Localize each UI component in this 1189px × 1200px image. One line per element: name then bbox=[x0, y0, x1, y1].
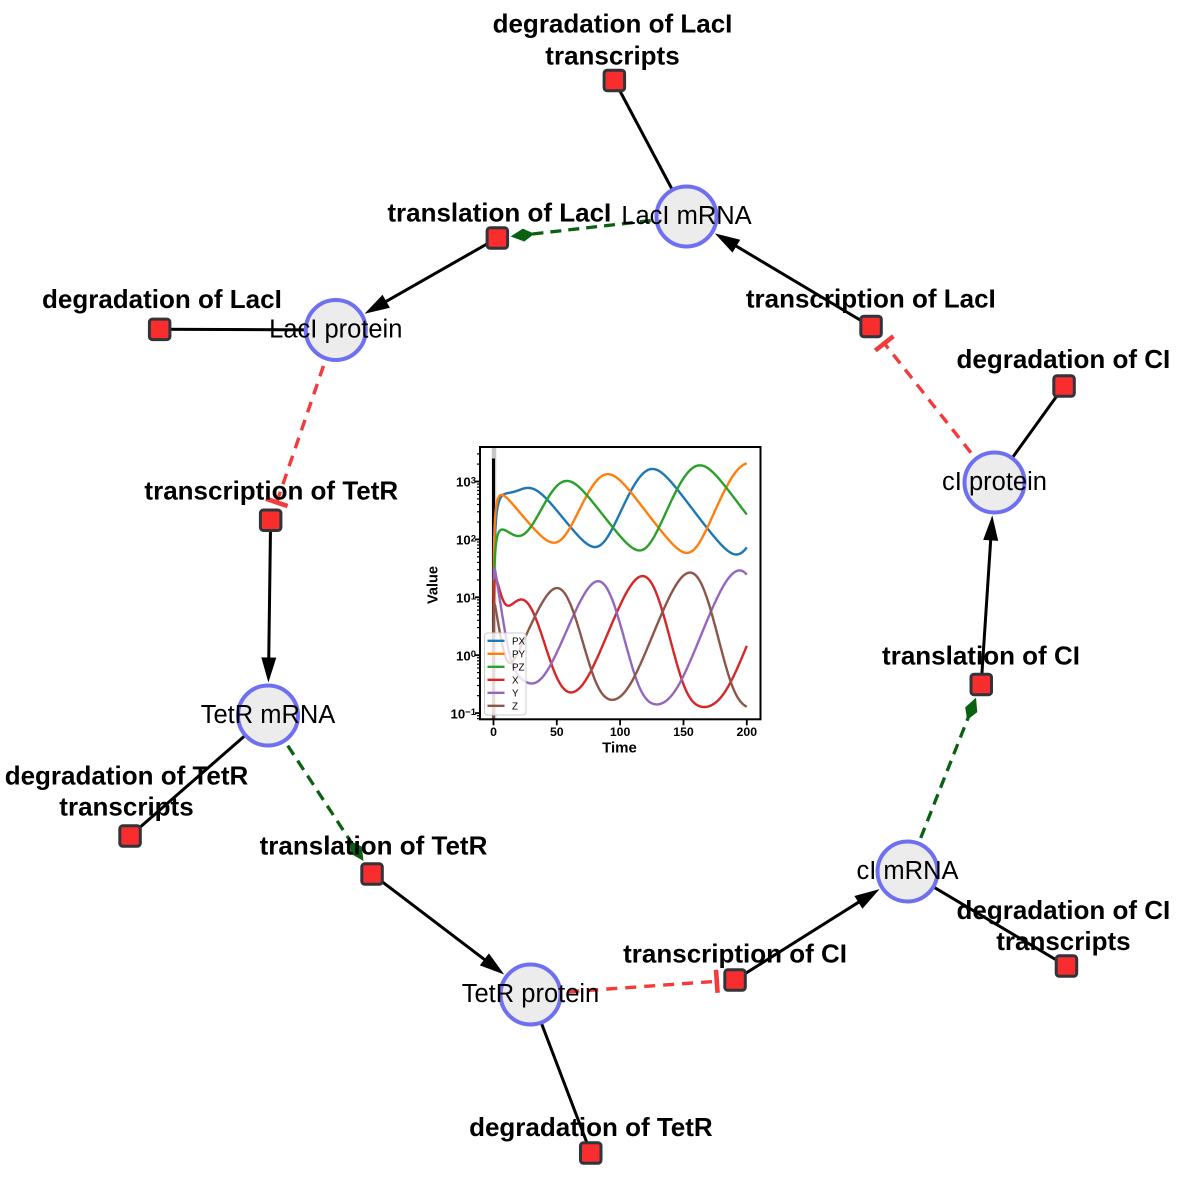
svg-text:0: 0 bbox=[490, 725, 497, 739]
svg-text:degradation of TetR: degradation of TetR bbox=[5, 761, 249, 791]
svg-text:cI protein: cI protein bbox=[942, 468, 1047, 496]
svg-text:cI mRNA: cI mRNA bbox=[857, 857, 959, 885]
svg-text:101: 101 bbox=[456, 591, 477, 606]
svg-text:LacI mRNA: LacI mRNA bbox=[621, 202, 751, 230]
svg-text:102: 102 bbox=[456, 533, 476, 548]
svg-text:Time: Time bbox=[602, 739, 637, 756]
svg-text:50: 50 bbox=[550, 725, 564, 739]
svg-text:degradation of TetR: degradation of TetR bbox=[469, 1112, 713, 1142]
svg-text:degradation of LacI: degradation of LacI bbox=[42, 284, 282, 314]
svg-text:TetR protein: TetR protein bbox=[462, 980, 600, 1008]
svg-text:translation of TetR: translation of TetR bbox=[260, 831, 488, 861]
svg-text:PX: PX bbox=[512, 636, 526, 647]
svg-text:degradation of CI: degradation of CI bbox=[957, 344, 1171, 374]
svg-text:Y: Y bbox=[512, 688, 519, 699]
svg-text:LacI protein: LacI protein bbox=[269, 316, 402, 344]
svg-text:translation of LacI: translation of LacI bbox=[387, 197, 611, 227]
svg-text:transcripts: transcripts bbox=[996, 926, 1130, 956]
svg-text:transcription of CI: transcription of CI bbox=[623, 938, 847, 968]
svg-text:X: X bbox=[512, 675, 519, 686]
svg-text:TetR mRNA: TetR mRNA bbox=[201, 701, 336, 729]
svg-text:PZ: PZ bbox=[512, 662, 525, 673]
svg-text:transcription of TetR: transcription of TetR bbox=[144, 476, 398, 506]
svg-text:100: 100 bbox=[456, 648, 476, 663]
svg-text:100: 100 bbox=[610, 725, 631, 739]
svg-text:transcripts: transcripts bbox=[545, 41, 679, 71]
svg-text:transcripts: transcripts bbox=[59, 792, 193, 822]
svg-text:transcription of LacI: transcription of LacI bbox=[746, 284, 996, 314]
svg-text:200: 200 bbox=[737, 725, 758, 739]
svg-text:10−1: 10−1 bbox=[450, 706, 476, 721]
svg-text:degradation of LacI: degradation of LacI bbox=[493, 9, 733, 39]
svg-text:PY: PY bbox=[512, 649, 526, 660]
svg-text:103: 103 bbox=[456, 475, 476, 490]
svg-text:150: 150 bbox=[673, 725, 694, 739]
svg-text:Z: Z bbox=[512, 701, 518, 712]
svg-text:degradation of CI: degradation of CI bbox=[957, 895, 1171, 925]
svg-text:translation of CI: translation of CI bbox=[882, 640, 1080, 670]
svg-text:Value: Value bbox=[426, 566, 442, 604]
